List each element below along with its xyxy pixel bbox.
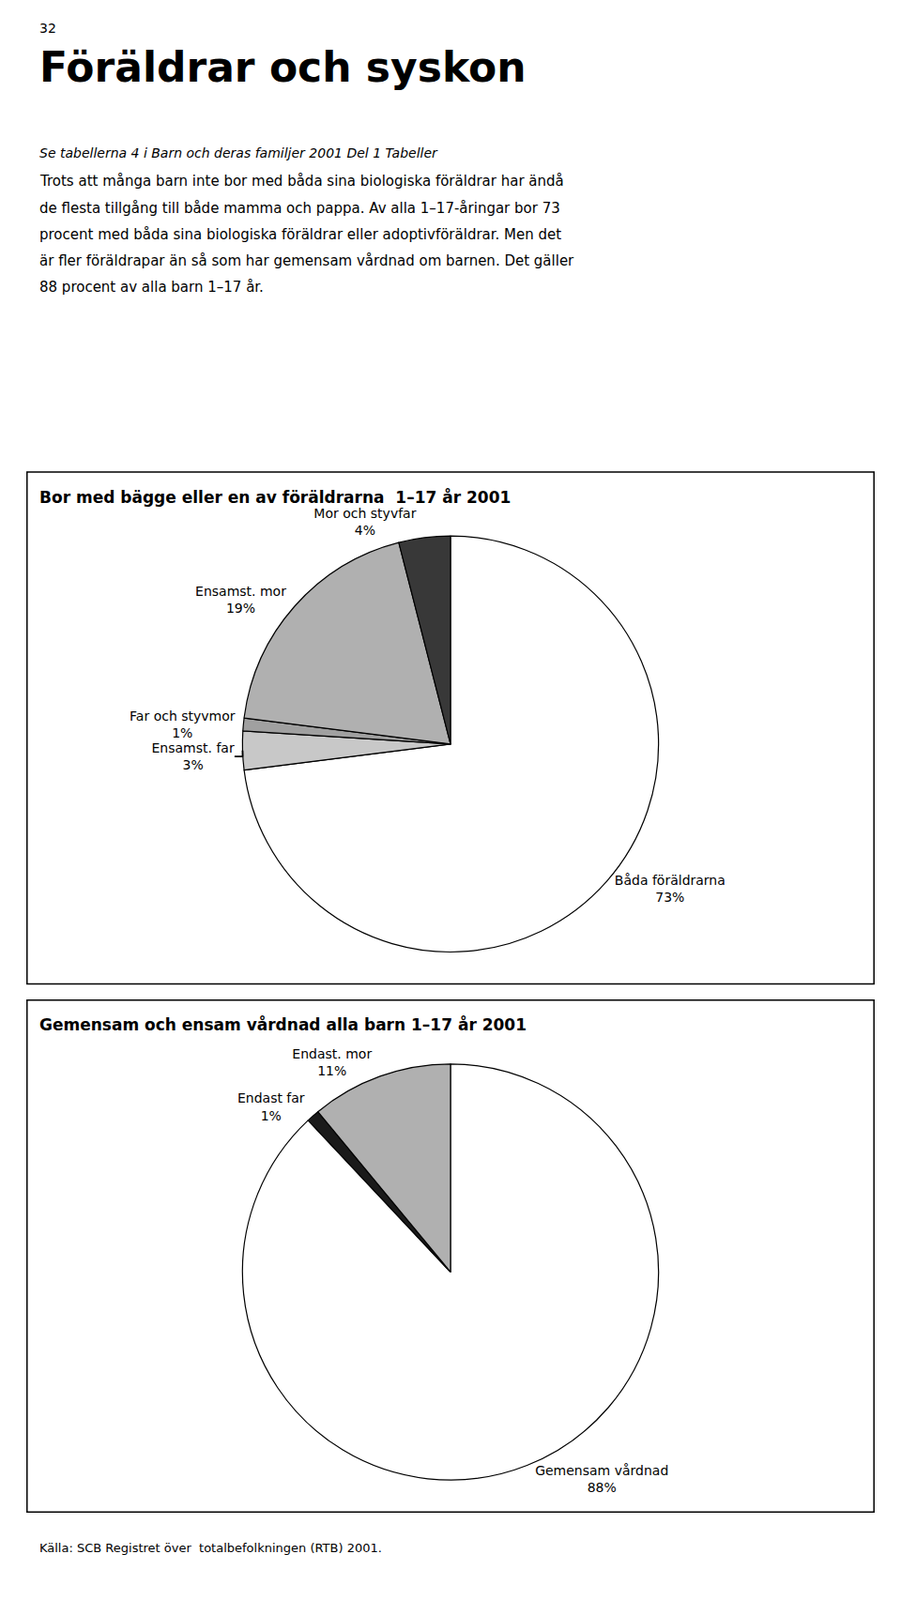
svg-text:Trots att många barn inte bor: Trots att många barn inte bor med båda s…	[39, 172, 565, 190]
svg-text:Gemensam vårdnad88%: Gemensam vårdnad88%	[534, 1463, 669, 1496]
svg-text:88 procent av alla barn 1–17 å: 88 procent av alla barn 1–17 år.	[39, 278, 264, 296]
svg-text:Endast far1%: Endast far1%	[237, 1090, 306, 1123]
svg-text:Mor och styvfar4%: Mor och styvfar4%	[313, 505, 416, 538]
svg-text:Källa: SCB Registret över tot: Källa: SCB Registret över totalbefolknin…	[39, 1541, 382, 1556]
svg-text:Endast. mor11%: Endast. mor11%	[291, 1046, 372, 1079]
svg-text:Ensamst. far3%: Ensamst. far3%	[151, 740, 234, 773]
svg-text:är fler föräldrapar än så som: är fler föräldrapar än så som har gemens…	[39, 252, 575, 270]
svg-text:Båda föräldrarna73%: Båda föräldrarna73%	[614, 872, 726, 905]
svg-text:de flesta tillgång till både m: de flesta tillgång till både mamma och p…	[39, 199, 561, 217]
svg-text:32: 32	[39, 20, 57, 36]
svg-text:Gemensam och ensam vårdnad all: Gemensam och ensam vårdnad alla barn 1–1…	[39, 1014, 527, 1035]
svg-text:Ensamst. mor19%: Ensamst. mor19%	[195, 583, 287, 616]
svg-text:procent med båda sina biologis: procent med båda sina biologiska föräldr…	[39, 226, 562, 244]
svg-text:Far och styvmor1%: Far och styvmor1%	[129, 708, 236, 741]
svg-text:Föräldrar och syskon: Föräldrar och syskon	[39, 43, 527, 92]
svg-text:Se tabellerna 4 i Barn och der: Se tabellerna 4 i Barn och deras familje…	[39, 145, 439, 161]
svg-text:Bor med bägge eller en av förä: Bor med bägge eller en av föräldrarna 1–…	[39, 487, 511, 507]
